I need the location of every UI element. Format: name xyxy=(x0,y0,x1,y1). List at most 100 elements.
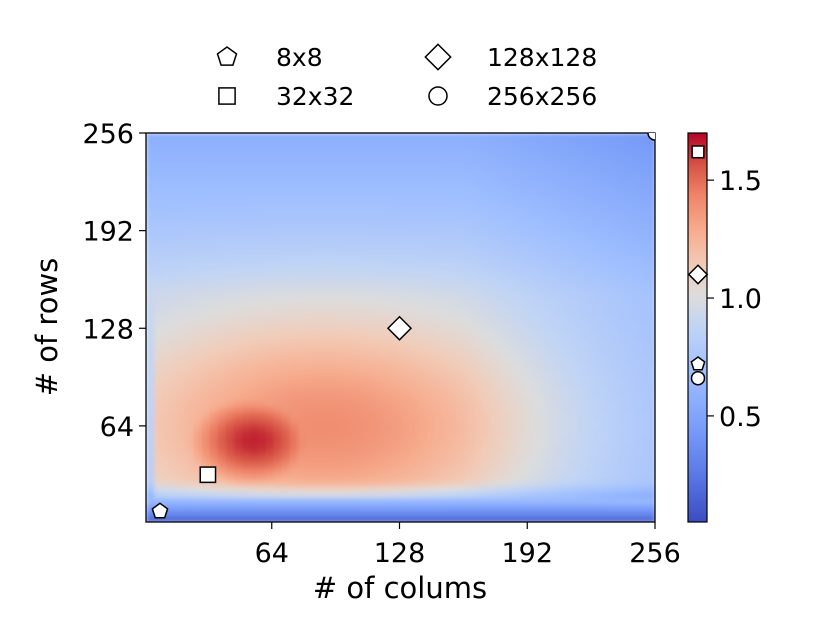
heatmap-cell xyxy=(321,161,331,169)
heatmap-cell xyxy=(257,454,267,462)
heatmap-cell xyxy=(329,363,339,371)
heatmap-cell xyxy=(361,387,371,395)
heatmap-cell xyxy=(369,369,379,377)
heatmap-cell xyxy=(353,357,363,365)
heatmap-cell xyxy=(361,448,371,456)
heatmap-cell xyxy=(201,198,211,206)
heatmap-cell xyxy=(281,155,291,163)
heatmap-cell xyxy=(249,424,259,432)
heatmap-cell xyxy=(537,454,547,462)
heatmap-cell xyxy=(201,369,211,377)
heatmap-cell xyxy=(169,485,179,493)
heatmap-cell xyxy=(641,137,650,145)
heatmap-cell xyxy=(465,149,475,157)
heatmap-cell xyxy=(505,375,515,383)
heatmap-cell xyxy=(545,345,554,352)
heatmap-cell xyxy=(593,296,602,304)
heatmap-cell xyxy=(345,192,355,200)
heatmap-cell xyxy=(161,223,171,230)
heatmap-cell xyxy=(433,180,443,188)
heatmap-cell xyxy=(473,424,483,432)
heatmap-cell xyxy=(633,357,642,365)
heatmap-cell xyxy=(409,406,419,413)
heatmap-cell xyxy=(537,277,547,285)
heatmap-cell xyxy=(249,149,259,157)
heatmap-cell xyxy=(305,424,315,432)
heatmap-cell xyxy=(146,198,155,206)
heatmap-cell xyxy=(417,418,427,426)
heatmap-cell xyxy=(233,186,243,194)
heatmap-cell xyxy=(409,137,419,145)
heatmap-cell xyxy=(369,326,379,334)
heatmap-cell xyxy=(425,210,435,218)
heatmap-cell xyxy=(369,381,379,389)
heatmap-cell xyxy=(305,168,315,175)
heatmap-cell xyxy=(425,186,435,194)
heatmap-cell xyxy=(625,241,634,249)
heatmap-cell xyxy=(577,399,586,407)
heatmap-cell xyxy=(185,223,195,230)
heatmap-cell xyxy=(497,133,507,139)
heatmap-cell xyxy=(641,448,650,456)
heatmap-cell xyxy=(289,430,299,438)
heatmap-cell xyxy=(201,454,211,462)
heatmap-cell xyxy=(609,314,618,322)
heatmap-cell xyxy=(217,460,227,468)
heatmap-cell xyxy=(417,503,427,511)
heatmap-cell xyxy=(617,180,626,188)
heatmap-cell xyxy=(257,180,267,188)
heatmap-cell xyxy=(225,259,235,267)
heatmap-cell xyxy=(193,229,203,237)
heatmap-cell xyxy=(569,436,578,444)
heatmap-cell xyxy=(457,338,467,346)
heatmap-cell xyxy=(297,186,307,194)
heatmap-cell xyxy=(297,168,307,175)
heatmap-cell xyxy=(569,491,578,499)
heatmap-cell xyxy=(377,314,387,322)
heatmap-cell xyxy=(161,198,171,206)
heatmap-cell xyxy=(481,174,491,182)
heatmap-cell xyxy=(345,491,355,499)
heatmap-cell xyxy=(585,186,594,194)
heatmap-cell xyxy=(601,509,610,517)
heatmap-cell xyxy=(369,442,379,450)
heatmap-cell xyxy=(241,210,251,218)
heatmap-cell xyxy=(561,161,570,169)
heatmap-cell xyxy=(553,418,562,426)
heatmap-cell xyxy=(417,351,427,359)
heatmap-cell xyxy=(505,204,515,212)
heatmap-cell xyxy=(385,381,395,389)
heatmap-cell xyxy=(401,363,411,371)
heatmap-cell xyxy=(193,509,203,517)
heatmap-cell xyxy=(617,235,626,243)
heatmap-cell xyxy=(521,168,531,175)
heatmap-cell xyxy=(225,155,235,163)
heatmap-cell xyxy=(177,265,187,273)
heatmap-cell xyxy=(233,473,243,481)
heatmap-cell xyxy=(225,381,235,389)
heatmap-cell xyxy=(225,198,235,206)
heatmap-cell xyxy=(353,393,363,401)
heatmap-cell xyxy=(617,491,626,499)
heatmap-cell xyxy=(241,387,251,395)
heatmap-cell xyxy=(313,143,323,151)
heatmap-cell xyxy=(353,332,363,340)
heatmap-cell xyxy=(481,406,491,413)
heatmap-cell xyxy=(449,406,459,413)
heatmap-cell xyxy=(329,448,339,456)
heatmap-cell xyxy=(561,375,570,383)
heatmap-cell xyxy=(585,210,594,218)
heatmap-cell xyxy=(385,412,395,420)
heatmap-cell xyxy=(377,442,387,450)
heatmap-cell xyxy=(321,192,331,200)
heatmap-cell xyxy=(241,491,251,499)
heatmap-cell xyxy=(505,216,515,224)
heatmap-cell xyxy=(345,515,355,522)
heatmap-cell xyxy=(473,473,483,481)
heatmap-cell xyxy=(585,223,594,230)
heatmap-cell xyxy=(313,133,323,139)
heatmap-cell xyxy=(537,363,547,371)
heatmap-cell xyxy=(561,265,570,273)
heatmap-cell xyxy=(473,247,483,255)
heatmap-cell xyxy=(481,223,491,230)
